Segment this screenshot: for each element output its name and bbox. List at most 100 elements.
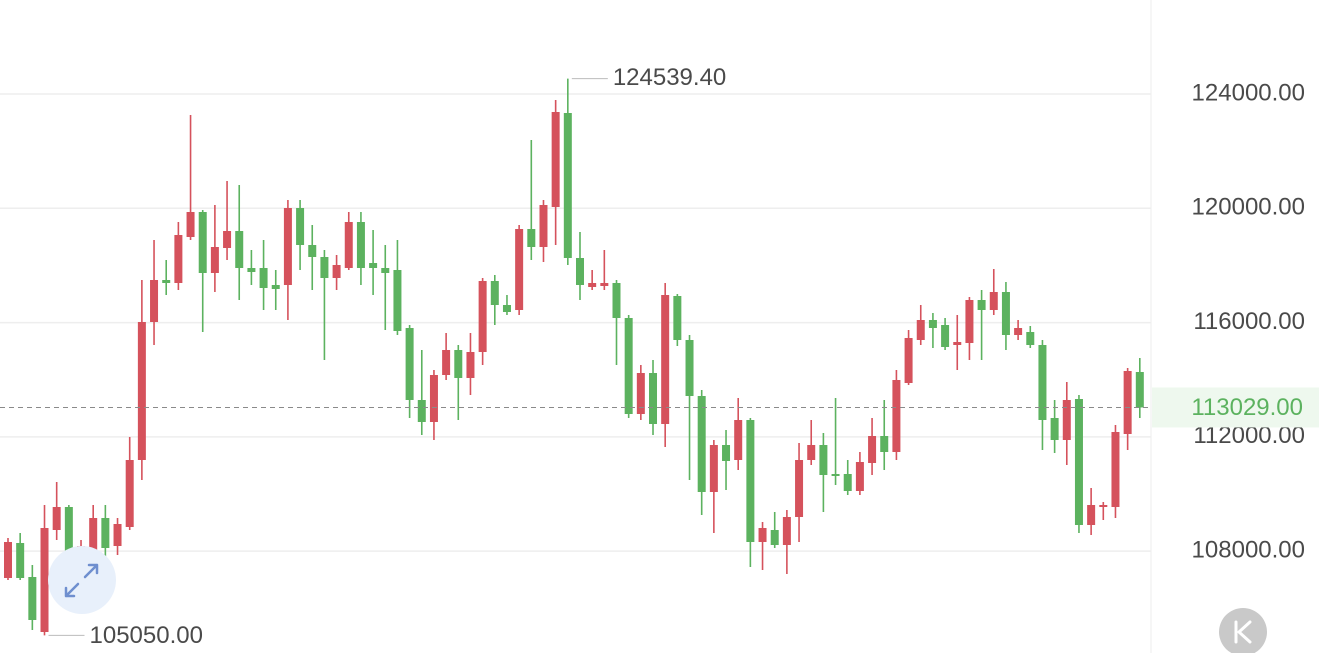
candle-body <box>758 528 767 542</box>
candle-body <box>709 445 718 492</box>
candle-body <box>442 350 451 375</box>
candle-body <box>417 400 426 422</box>
candle-body <box>1099 505 1108 507</box>
candle-body <box>1074 399 1083 525</box>
candle-body <box>697 396 706 492</box>
candle-body <box>515 229 524 310</box>
candle-body <box>502 305 511 312</box>
candle-body <box>89 518 98 550</box>
candle-body <box>429 375 438 422</box>
candle-body <box>551 112 560 207</box>
candle-body <box>4 542 12 578</box>
candle-body <box>746 420 755 542</box>
candle-body <box>734 420 743 460</box>
candle-body <box>928 320 937 328</box>
expand-button[interactable] <box>48 546 116 614</box>
candle-body <box>722 445 731 461</box>
candle-body <box>478 281 487 352</box>
candle-body <box>174 235 183 283</box>
high-label: 124539.40 <box>613 64 726 91</box>
k-circle[interactable] <box>1219 608 1267 653</box>
candle-body <box>16 543 25 578</box>
candle-body <box>563 113 572 258</box>
y-tick-label: 108000.00 <box>1192 536 1305 563</box>
candle-body <box>807 445 816 460</box>
candle-body <box>466 352 475 378</box>
candle-body <box>1111 432 1120 507</box>
candle-body <box>904 338 913 383</box>
candle-body <box>1038 345 1047 420</box>
candle-body <box>965 300 974 343</box>
candle-body <box>868 436 877 463</box>
candle-body <box>101 518 110 548</box>
candles <box>4 78 1144 636</box>
candle-body <box>223 231 232 248</box>
candle-body <box>344 222 353 268</box>
k-button[interactable] <box>1219 608 1267 653</box>
candle-body <box>843 474 852 491</box>
k-icon[interactable] <box>1234 620 1252 644</box>
candle-body <box>235 231 244 268</box>
candle-body <box>649 373 658 424</box>
candle-body <box>405 328 414 400</box>
candle-body <box>137 322 146 460</box>
candle-body <box>162 280 171 283</box>
candle-body <box>490 281 499 305</box>
candle-body <box>1135 372 1144 408</box>
candle-body <box>989 292 998 310</box>
candle-body <box>210 247 219 273</box>
candle-body <box>855 462 864 491</box>
candle-body <box>1001 292 1010 335</box>
candle-body <box>271 285 280 289</box>
candle-body <box>296 208 305 245</box>
candle-body <box>247 268 256 272</box>
y-tick-label: 124000.00 <box>1192 79 1305 106</box>
candle-body <box>369 263 378 268</box>
candle-body <box>28 577 37 620</box>
candle-body <box>1014 328 1023 335</box>
candle-body <box>198 212 207 273</box>
candle-body <box>782 517 791 545</box>
grid: 108000.00112000.00116000.00120000.001240… <box>0 79 1305 563</box>
candle-body <box>40 528 49 632</box>
last-price-label: 113029.00 <box>1191 394 1303 421</box>
candle-body <box>977 300 986 310</box>
candle-body <box>283 208 292 285</box>
expand-circle[interactable] <box>48 546 116 614</box>
candle-body <box>320 257 329 278</box>
candle-body <box>636 373 645 414</box>
candle-body <box>880 436 889 452</box>
candle-body <box>916 320 925 340</box>
candle-body <box>1026 332 1035 345</box>
candle-body <box>356 222 365 268</box>
candle-body <box>892 380 901 452</box>
candle-body <box>673 296 682 340</box>
candle-body <box>831 474 840 476</box>
candle-body <box>1087 505 1096 525</box>
y-tick-label: 120000.00 <box>1192 194 1305 221</box>
candle-body <box>393 270 402 331</box>
overlay: 113029.00 124539.40 105050.00 <box>0 64 1319 649</box>
candle-body <box>953 342 962 345</box>
expand-icon[interactable] <box>64 563 99 598</box>
low-label: 105050.00 <box>90 622 203 649</box>
candle-body <box>64 507 73 552</box>
candle-body <box>150 280 159 322</box>
candle-body <box>588 283 597 287</box>
candle-body <box>1123 371 1132 434</box>
candle-body <box>259 268 268 288</box>
candle-body <box>941 325 950 347</box>
last-price-box <box>1152 387 1319 428</box>
candle-body <box>454 350 463 378</box>
candle-body <box>52 507 61 530</box>
candle-body <box>527 229 536 247</box>
candle-body <box>624 318 633 414</box>
y-tick-label: 116000.00 <box>1193 308 1305 335</box>
candle-body <box>539 205 548 247</box>
candle-body <box>819 445 828 475</box>
candle-body <box>795 460 804 517</box>
candle-body <box>186 212 195 237</box>
candle-body <box>770 530 779 545</box>
